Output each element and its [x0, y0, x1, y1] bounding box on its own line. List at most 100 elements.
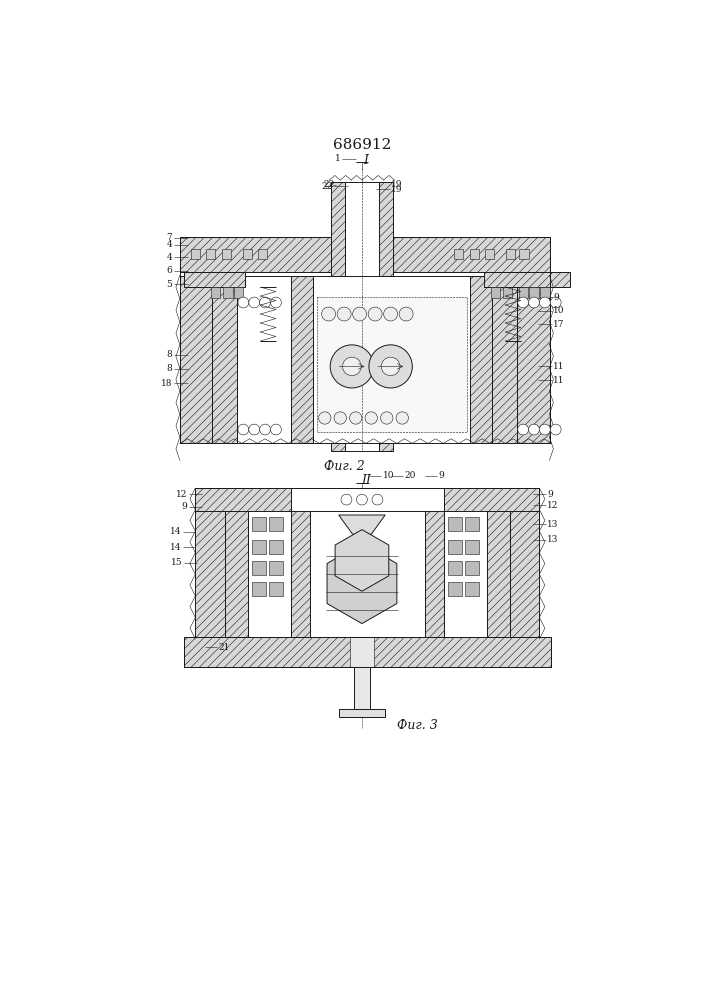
Bar [223, 287, 233, 298]
Bar [448, 582, 462, 596]
Text: 12: 12 [547, 500, 559, 510]
Text: 1: 1 [334, 154, 340, 163]
Text: 19: 19 [392, 185, 403, 194]
Text: 8: 8 [166, 350, 172, 359]
Circle shape [353, 307, 367, 321]
Circle shape [365, 412, 378, 424]
Bar [291, 488, 444, 511]
Text: 4: 4 [166, 253, 172, 262]
Bar [492, 276, 517, 443]
Text: 8: 8 [166, 364, 172, 373]
Polygon shape [335, 530, 389, 591]
Bar [243, 249, 252, 259]
Bar [465, 517, 479, 531]
Bar [465, 561, 479, 575]
Circle shape [529, 424, 539, 435]
Circle shape [372, 494, 383, 505]
Bar [234, 287, 243, 298]
Circle shape [349, 412, 362, 424]
Bar [191, 249, 200, 259]
Circle shape [550, 297, 561, 308]
Text: 9: 9 [182, 502, 187, 511]
Bar [510, 488, 539, 637]
Bar [465, 582, 479, 596]
Bar [465, 540, 479, 554]
Text: 6: 6 [166, 266, 172, 275]
Text: 19: 19 [392, 180, 403, 189]
Text: 9: 9 [438, 471, 445, 480]
Circle shape [319, 412, 331, 424]
Circle shape [550, 424, 561, 435]
Text: 13: 13 [547, 535, 559, 544]
Circle shape [249, 424, 259, 435]
Bar [252, 561, 266, 575]
Circle shape [380, 412, 393, 424]
Text: 21: 21 [218, 643, 230, 652]
Bar [269, 540, 283, 554]
Bar [484, 272, 571, 287]
Bar [351, 637, 373, 667]
Circle shape [399, 307, 413, 321]
Bar [313, 276, 470, 443]
Bar [184, 637, 551, 667]
Text: 9: 9 [554, 293, 559, 302]
Bar [444, 488, 539, 511]
Bar [184, 272, 245, 287]
Text: 12: 12 [176, 490, 187, 499]
Circle shape [518, 297, 529, 308]
Circle shape [369, 345, 412, 388]
Bar [448, 540, 462, 554]
Circle shape [259, 297, 271, 308]
Bar [252, 517, 266, 531]
Bar [448, 561, 462, 575]
Bar [269, 517, 283, 531]
Text: 11: 11 [554, 376, 565, 385]
Text: Фиг. 2: Фиг. 2 [324, 460, 365, 473]
Text: 686912: 686912 [333, 138, 391, 152]
Bar [517, 276, 549, 443]
Text: 4: 4 [166, 240, 172, 249]
Bar [212, 276, 237, 443]
Circle shape [356, 494, 368, 505]
Circle shape [381, 357, 400, 376]
Bar [180, 237, 331, 272]
Text: 15: 15 [171, 558, 183, 567]
Bar [291, 276, 313, 443]
Circle shape [322, 307, 336, 321]
Text: 11: 11 [554, 362, 565, 371]
Text: 9: 9 [547, 490, 553, 499]
Text: 22: 22 [321, 182, 332, 191]
Bar [206, 249, 216, 259]
Circle shape [238, 424, 249, 435]
Bar [345, 182, 379, 451]
Circle shape [539, 424, 550, 435]
Circle shape [396, 412, 409, 424]
Bar [317, 297, 467, 432]
Text: 18: 18 [160, 379, 172, 388]
Bar [195, 488, 225, 637]
Bar [310, 507, 425, 637]
Bar [248, 507, 291, 637]
Bar [540, 287, 549, 298]
Bar [519, 249, 529, 259]
Bar [470, 276, 492, 443]
Text: 20: 20 [404, 471, 416, 480]
Bar [258, 249, 267, 259]
Bar [506, 249, 515, 259]
Circle shape [271, 297, 281, 308]
Bar [252, 582, 266, 596]
Text: 17: 17 [554, 320, 565, 329]
Circle shape [271, 424, 281, 435]
Text: 13: 13 [547, 520, 559, 529]
Text: 10: 10 [554, 306, 565, 315]
Circle shape [334, 412, 346, 424]
Circle shape [249, 297, 259, 308]
Bar [454, 249, 464, 259]
Bar [269, 561, 283, 575]
Bar [252, 540, 266, 554]
Text: 10: 10 [383, 471, 395, 480]
Bar [485, 249, 494, 259]
Circle shape [518, 424, 529, 435]
Bar [331, 182, 345, 451]
Circle shape [384, 307, 397, 321]
